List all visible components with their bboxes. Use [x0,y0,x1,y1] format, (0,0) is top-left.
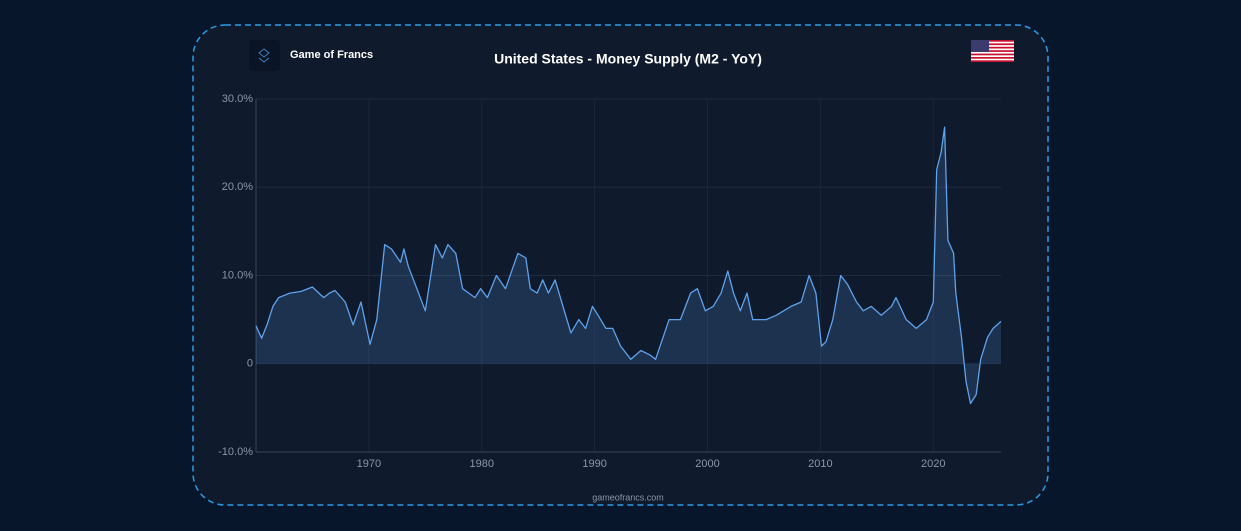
y-tick-label: 20.0% [222,181,253,193]
area [256,127,1001,404]
flag [971,40,1014,62]
line [255,126,1002,405]
x-tick-label: 1980 [470,458,494,470]
chart-title: United States - Money Supply (M2 - YoY) [494,51,762,67]
logo [249,40,280,71]
y-tick-label: 0 [247,358,253,370]
footer: gameofrancs.com [592,492,664,502]
brand: Game of Francs [290,49,373,61]
y-tick-label: -10.0% [218,446,253,458]
card [192,24,1049,506]
logo-icon [258,48,270,63]
y-tick-label: 10.0% [222,269,253,281]
x-tick-label: 2000 [695,458,719,470]
x-tick-label: 2010 [808,458,832,470]
x-tick-label: 1970 [357,458,381,470]
x-tick-label: 2020 [921,458,945,470]
y-tick-label: 30.0% [222,93,253,105]
x-tick-label: 1990 [582,458,606,470]
